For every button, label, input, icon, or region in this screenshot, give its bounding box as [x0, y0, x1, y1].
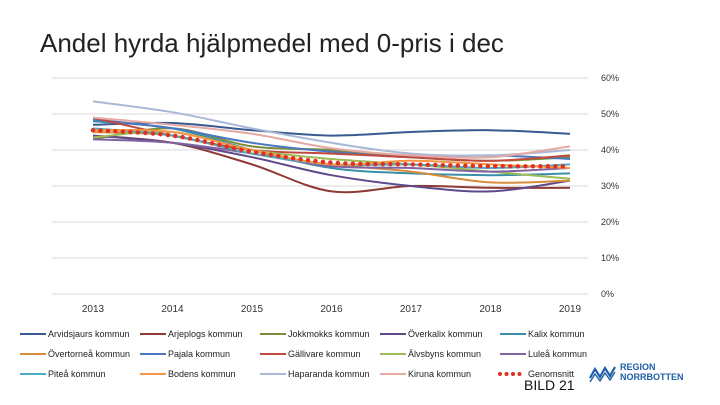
legend-label: Pajala kommun: [168, 349, 230, 359]
series-lines: [90, 100, 573, 194]
legend-label: Kalix kommun: [528, 329, 585, 339]
y-tick-label: 0%: [601, 289, 614, 299]
series-line-arvidsjaurs-kommun: [92, 121, 571, 137]
logo-line-1: REGION: [620, 362, 656, 372]
y-tick-label: 40%: [601, 145, 619, 155]
legend-label: Genomsnitt: [528, 369, 575, 379]
logo-line-2: NORRBOTTEN: [620, 372, 684, 382]
x-tick-label: 2015: [241, 304, 264, 315]
series-line-haparanda-kommun: [92, 100, 571, 157]
legend-label: Piteå kommun: [48, 369, 106, 379]
legend-label: Arjeplogs kommun: [168, 329, 243, 339]
x-tick-label: 2016: [320, 304, 343, 315]
legend: Arvidsjaurs kommun Arjeplogs kommun Jokkmo…: [20, 329, 587, 379]
series-line-genomsnitt: [90, 127, 573, 169]
x-tick-label: 2019: [559, 304, 582, 315]
legend-label: Haparanda kommun: [288, 369, 370, 379]
y-tick-label: 30%: [601, 181, 619, 191]
legend-label: Kiruna kommun: [408, 369, 471, 379]
logo-text: REGION NORRBOTTEN: [620, 362, 684, 382]
y-tick-label: 20%: [601, 217, 619, 227]
slide-title: Andel hyrda hjälpmedel med 0-pris i dec: [40, 28, 504, 58]
legend-label: Arvidsjaurs kommun: [48, 329, 130, 339]
x-tick-label: 2013: [82, 304, 105, 315]
legend-label: Älvsbyns kommun: [408, 349, 481, 359]
y-tick-label: 60%: [601, 73, 619, 83]
legend-label: Bodens kommun: [168, 369, 236, 379]
x-tick-label: 2018: [479, 304, 502, 315]
series-line-kiruna-kommun: [92, 116, 571, 159]
y-tick-label: 50%: [601, 109, 619, 119]
slide-number: BILD 21: [524, 377, 575, 393]
x-tick-label: 2014: [161, 304, 184, 315]
gridlines: [52, 77, 588, 295]
legend-label: Överkalix kommun: [408, 329, 483, 339]
x-axis-ticks: 2013 2014 2015 2016 2017 2018 2019: [82, 304, 582, 315]
series-line-lule-kommun: [92, 138, 571, 173]
legend-label: Jokkmokks kommun: [288, 329, 370, 339]
legend-label: Övertorneå kommun: [48, 349, 130, 359]
x-tick-label: 2017: [400, 304, 423, 315]
legend-label: Luleå kommun: [528, 349, 587, 359]
y-tick-label: 10%: [601, 253, 619, 263]
logo-waves-icon: [589, 365, 616, 383]
legend-label: Gällivare kommun: [288, 349, 361, 359]
region-norrbotten-logo: REGION NORRBOTTEN: [588, 360, 688, 384]
y-axis-ticks: 0% 10% 20% 30% 40% 50% 60%: [601, 73, 619, 299]
